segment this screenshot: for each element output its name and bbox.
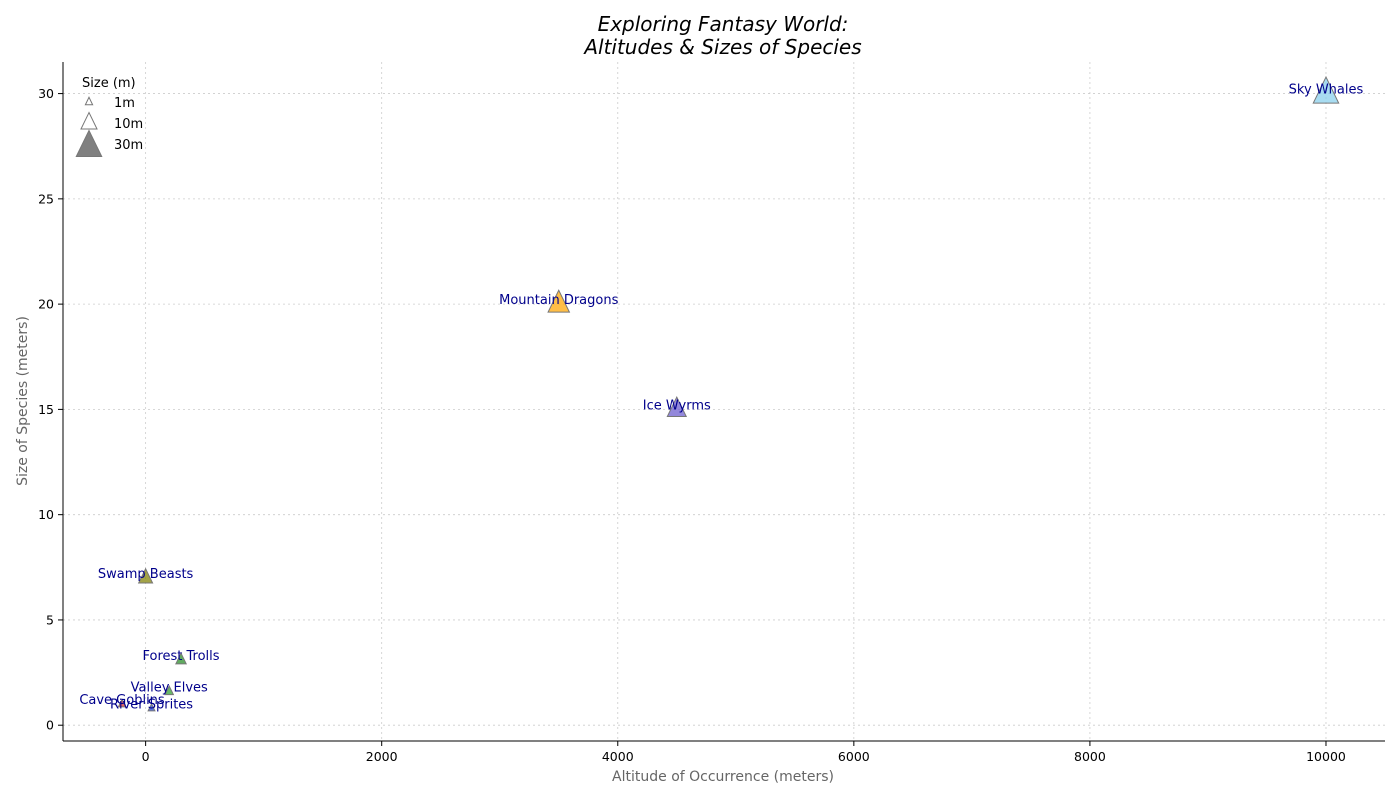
x-tick-label: 2000 xyxy=(366,749,398,764)
label-cave-goblins: Cave Goblins xyxy=(79,693,165,708)
data-points xyxy=(117,75,1340,712)
point-cave-goblins xyxy=(117,698,127,708)
x-tick-label: 8000 xyxy=(1074,749,1106,764)
x-axis-label: Altitude of Occurrence (meters) xyxy=(612,769,834,785)
point-valley-elves xyxy=(164,684,175,696)
legend-title: Size (m) xyxy=(82,76,136,91)
label-river-sprites: River Sprites xyxy=(110,697,193,712)
label-ice-wyrms: Ice Wyrms xyxy=(643,398,711,413)
y-tick-label: 20 xyxy=(38,297,54,312)
grid xyxy=(63,62,1385,741)
y-tick-label: 25 xyxy=(38,191,54,206)
legend-label-10m: 10m xyxy=(114,117,143,132)
point-swamp-beasts xyxy=(137,567,154,584)
legend-marker-10m xyxy=(80,111,98,130)
point-mountain-dragons xyxy=(547,289,571,313)
point-ice-wyrms xyxy=(666,395,688,417)
legend: Size (m) 1m 10m 30m xyxy=(75,76,143,158)
y-tick-label: 15 xyxy=(38,402,54,417)
chart-title-line-1: Exploring Fantasy World: xyxy=(598,12,849,36)
chart-title-line-2: Altitudes & Sizes of Species xyxy=(582,35,861,59)
point-forest-trolls xyxy=(175,652,188,665)
label-mountain-dragons: Mountain Dragons xyxy=(499,293,618,308)
legend-label-1m: 1m xyxy=(114,96,135,111)
y-axis-label: Size of Species (meters) xyxy=(15,316,31,486)
legend-marker-30m xyxy=(75,129,103,158)
y-tick-label: 5 xyxy=(46,612,54,627)
y-tick-label: 30 xyxy=(38,86,54,101)
y-tick-label: 10 xyxy=(38,507,54,522)
x-tick-label: 4000 xyxy=(602,749,634,764)
x-tick-label: 0 xyxy=(142,749,150,764)
x-tick-label: 10000 xyxy=(1306,749,1346,764)
x-tick-label: 6000 xyxy=(838,749,870,764)
legend-marker-1m xyxy=(84,96,94,106)
point-sky-whales xyxy=(1312,75,1340,104)
point-river-sprites xyxy=(147,702,156,712)
legend-label-30m: 30m xyxy=(114,138,143,153)
y-tick-label: 0 xyxy=(46,718,54,733)
label-valley-elves: Valley Elves xyxy=(131,681,208,696)
label-swamp-beasts: Swamp Beasts xyxy=(98,567,194,582)
label-forest-trolls: Forest Trolls xyxy=(142,649,219,664)
axes: 0 2000 4000 6000 8000 10000 0 5 10 15 20 25 30 xyxy=(38,62,1385,764)
label-sky-whales: Sky Whales xyxy=(1289,83,1364,98)
